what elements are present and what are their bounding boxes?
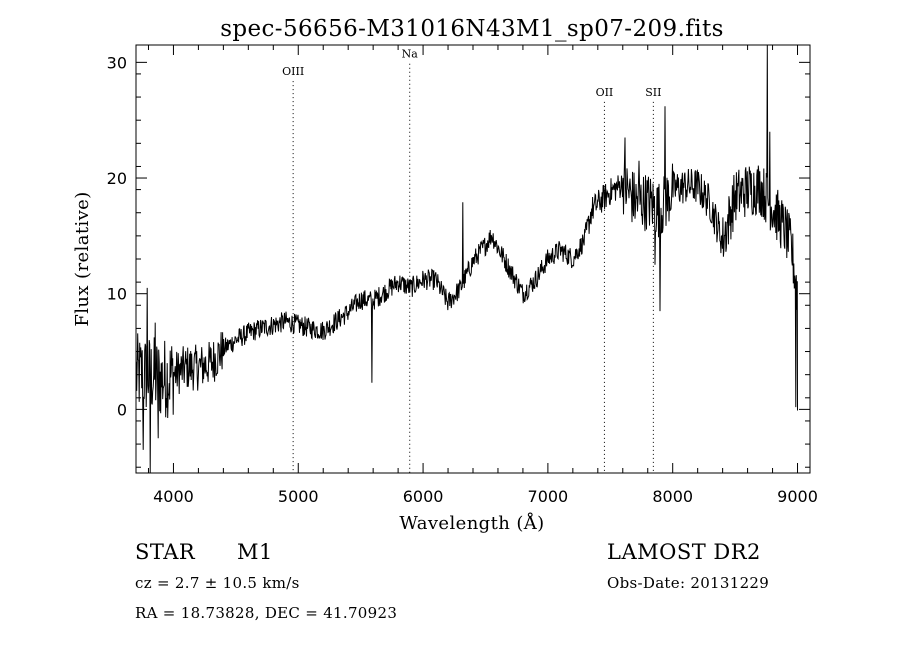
x-axis-label: Wavelength (Å) [399, 512, 544, 534]
x-tick-label: 8000 [652, 487, 693, 506]
redshift-text: cz = 2.7 ± 10.5 km/s [135, 574, 300, 592]
emission-line-label: SII [645, 86, 661, 99]
emission-line-label: Na [402, 48, 419, 61]
spectrum-line [135, 44, 798, 474]
y-tick-label: 0 [117, 400, 127, 419]
x-tick-label: 7000 [528, 487, 569, 506]
x-tick-label: 6000 [403, 487, 444, 506]
x-tick-label: 4000 [153, 487, 194, 506]
coordinates-text: RA = 18.73828, DEC = 41.70923 [135, 604, 398, 622]
x-tick-label: 9000 [777, 487, 818, 506]
y-tick-label: 30 [107, 53, 127, 72]
y-tick-label: 20 [107, 169, 127, 188]
emission-line-label: OIII [282, 65, 304, 78]
emission-line-label: OII [596, 86, 614, 99]
y-axis-label: Flux (relative) [72, 191, 93, 326]
chart-title: spec-56656-M31016N43M1_sp07-209.fits [220, 16, 724, 42]
observation-date: Obs-Date: 20131229 [607, 574, 770, 592]
object-subclass: M1 [237, 540, 273, 564]
survey-name: LAMOST DR2 [607, 540, 761, 564]
x-tick-label: 5000 [278, 487, 319, 506]
y-tick-label: 10 [107, 285, 127, 304]
object-class: STAR [135, 540, 196, 564]
